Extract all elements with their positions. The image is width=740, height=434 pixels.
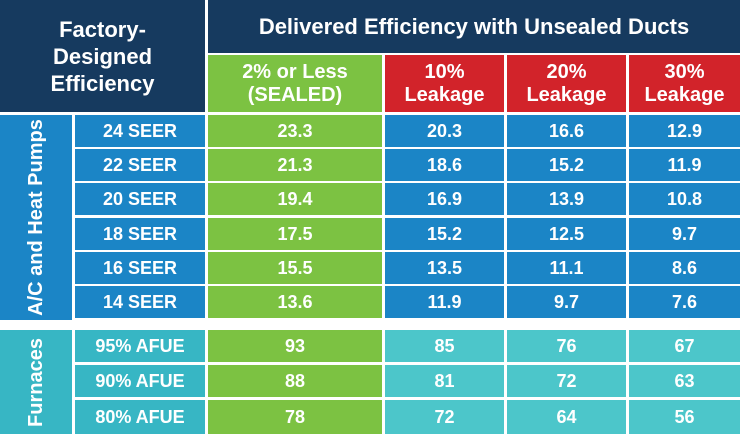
row-label: 18 SEER <box>75 218 205 250</box>
row-label: 90% AFUE <box>75 365 205 397</box>
value-cell: 11.1 <box>507 252 626 284</box>
value-cell: 72 <box>385 400 504 434</box>
value-cell: 15.5 <box>208 252 382 284</box>
value-cell: 13.9 <box>507 183 626 215</box>
group-label-furnaces: Furnaces <box>0 330 72 434</box>
value-cell: 16.6 <box>507 115 626 147</box>
group-label-furnaces-text: Furnaces <box>24 337 47 427</box>
value-cell: 78 <box>208 400 382 434</box>
value-cell: 56 <box>629 400 740 434</box>
row-label: 95% AFUE <box>75 330 205 362</box>
value-cell: 16.9 <box>385 183 504 215</box>
value-cell: 88 <box>208 365 382 397</box>
value-cell: 18.6 <box>385 149 504 181</box>
value-cell: 11.9 <box>629 149 740 181</box>
value-cell: 9.7 <box>507 286 626 318</box>
value-cell: 72 <box>507 365 626 397</box>
group-label-ac-text: A/C and Heat Pumps <box>24 119 47 316</box>
value-cell: 81 <box>385 365 504 397</box>
factory-efficiency-header: Factory- Designed Efficiency <box>0 0 205 112</box>
value-cell: 11.9 <box>385 286 504 318</box>
value-cell: 12.5 <box>507 218 626 250</box>
value-cell: 8.6 <box>629 252 740 284</box>
value-cell: 19.4 <box>208 183 382 215</box>
column-header-30-leakage: 30% Leakage <box>629 55 740 112</box>
value-cell: 85 <box>385 330 504 362</box>
delivered-efficiency-title: Delivered Efficiency with Unsealed Ducts <box>208 0 740 53</box>
value-cell: 93 <box>208 330 382 362</box>
value-cell: 13.6 <box>208 286 382 318</box>
value-cell: 15.2 <box>385 218 504 250</box>
row-label: 16 SEER <box>75 252 205 284</box>
value-cell: 76 <box>507 330 626 362</box>
value-cell: 64 <box>507 400 626 434</box>
value-cell: 7.6 <box>629 286 740 318</box>
row-label: 20 SEER <box>75 183 205 215</box>
value-cell: 17.5 <box>208 218 382 250</box>
column-header-20-leakage: 20% Leakage <box>507 55 626 112</box>
value-cell: 21.3 <box>208 149 382 181</box>
value-cell: 23.3 <box>208 115 382 147</box>
value-cell: 10.8 <box>629 183 740 215</box>
row-label: 80% AFUE <box>75 400 205 434</box>
column-header-10-leakage: 10% Leakage <box>385 55 504 112</box>
value-cell: 15.2 <box>507 149 626 181</box>
value-cell: 63 <box>629 365 740 397</box>
row-label: 14 SEER <box>75 286 205 318</box>
column-header-sealed: 2% or Less (SEALED) <box>208 55 382 112</box>
value-cell: 12.9 <box>629 115 740 147</box>
value-cell: 20.3 <box>385 115 504 147</box>
value-cell: 9.7 <box>629 218 740 250</box>
group-label-ac-heat-pumps: A/C and Heat Pumps <box>0 115 72 320</box>
row-label: 22 SEER <box>75 149 205 181</box>
row-label: 24 SEER <box>75 115 205 147</box>
value-cell: 67 <box>629 330 740 362</box>
value-cell: 13.5 <box>385 252 504 284</box>
